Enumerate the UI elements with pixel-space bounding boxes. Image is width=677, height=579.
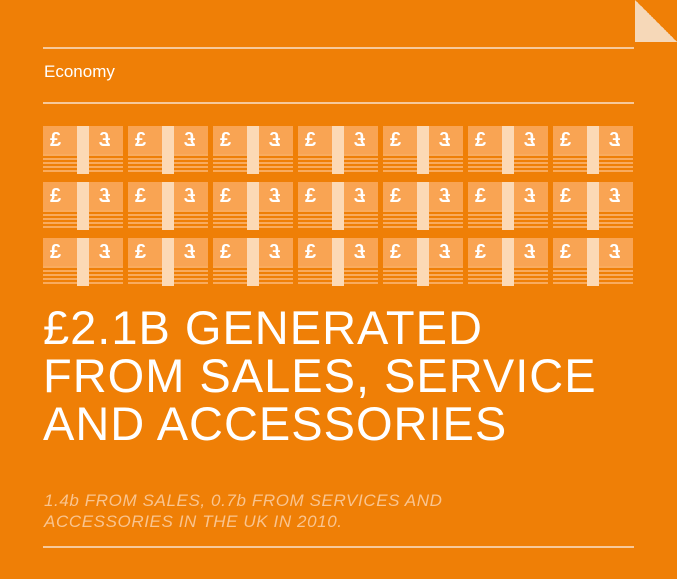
pound-sign-icon: £	[305, 185, 317, 207]
banknote-icon: £ £	[298, 238, 378, 286]
banknote-icon: £ £	[128, 126, 208, 174]
section-label: Economy	[44, 62, 115, 81]
pound-sign-icon: £	[305, 129, 317, 151]
pound-sign-icon: £	[560, 185, 572, 207]
banknote-icon: £ £	[213, 126, 293, 174]
banknote-band	[502, 182, 514, 230]
pound-sign-icon: £	[439, 129, 451, 151]
pound-sign-icon: £	[184, 129, 196, 151]
pound-sign-icon: £	[475, 241, 487, 263]
subtext-line-1: 1.4b FROM SALES, 0.7b FROM SERVICES AND	[44, 491, 443, 510]
banknote-band	[502, 238, 514, 286]
pound-sign-icon: £	[524, 185, 536, 207]
pound-sign-icon: £	[560, 129, 572, 151]
banknote-band	[332, 238, 344, 286]
banknote-band	[247, 182, 259, 230]
banknote-band	[417, 238, 429, 286]
top-divider	[43, 47, 634, 49]
pound-sign-icon: £	[439, 185, 451, 207]
pound-sign-icon: £	[475, 129, 487, 151]
banknote-icon: £ £	[298, 182, 378, 230]
pound-sign-icon: £	[390, 129, 402, 151]
banknote-band	[77, 238, 89, 286]
pound-sign-icon: £	[135, 241, 147, 263]
banknote-icon: £ £	[383, 182, 463, 230]
banknote-band	[587, 182, 599, 230]
headline-line-2: FROM SALES, SERVICE	[43, 349, 597, 402]
banknote-icon: £ £	[383, 238, 463, 286]
banknote-icon: £ £	[128, 182, 208, 230]
banknote-band	[417, 182, 429, 230]
banknote-icon: £ £	[128, 238, 208, 286]
pound-sign-icon: £	[524, 241, 536, 263]
headline-line-3: AND ACCESSORIES	[43, 397, 508, 450]
banknote-icon: £ £	[43, 238, 123, 286]
subtext-line-2: ACCESSORIES IN THE UK IN 2010.	[44, 512, 343, 531]
banknote-band	[502, 126, 514, 174]
pound-sign-icon: £	[390, 241, 402, 263]
pound-sign-icon: £	[220, 185, 232, 207]
headline-line-1: £2.1b GENERATED	[43, 301, 483, 354]
pound-sign-icon: £	[609, 129, 621, 151]
pound-sign-icon: £	[609, 185, 621, 207]
banknote-band	[587, 126, 599, 174]
pound-sign-icon: £	[50, 185, 62, 207]
page-curl-corner	[635, 0, 677, 42]
banknote-icon: £ £	[213, 238, 293, 286]
banknote-icon: £ £	[553, 182, 633, 230]
banknote-icon: £ £	[213, 182, 293, 230]
pound-sign-icon: £	[269, 185, 281, 207]
banknote-icon: £ £	[468, 182, 548, 230]
banknote-icon: £ £	[298, 126, 378, 174]
banknote-band	[162, 238, 174, 286]
banknote-grid: £ £ £ £ £ £ £ £ £ £ £ £ £ £ £ £ £ £ £ £ £ £ £ £ £ £ £ £ £ £ £ £ £ £ £ £ £ £ £ £…	[43, 126, 635, 286]
pound-sign-icon: £	[609, 241, 621, 263]
pound-sign-icon: £	[184, 185, 196, 207]
banknote-band	[77, 182, 89, 230]
section-divider	[43, 102, 634, 104]
pound-sign-icon: £	[220, 241, 232, 263]
pound-sign-icon: £	[354, 241, 366, 263]
pound-sign-icon: £	[560, 241, 572, 263]
pound-sign-icon: £	[305, 241, 317, 263]
pound-sign-icon: £	[99, 129, 111, 151]
pound-sign-icon: £	[220, 129, 232, 151]
banknote-band	[417, 126, 429, 174]
banknote-icon: £ £	[553, 238, 633, 286]
banknote-band	[587, 238, 599, 286]
banknote-band	[332, 182, 344, 230]
banknote-band	[77, 126, 89, 174]
banknote-band	[247, 126, 259, 174]
pound-sign-icon: £	[50, 241, 62, 263]
headline: £2.1b GENERATED FROM SALES, SERVICE AND …	[43, 304, 643, 448]
pound-sign-icon: £	[269, 241, 281, 263]
banknote-icon: £ £	[468, 126, 548, 174]
banknote-band	[247, 238, 259, 286]
pound-sign-icon: £	[475, 185, 487, 207]
banknote-band	[332, 126, 344, 174]
banknote-icon: £ £	[43, 182, 123, 230]
pound-sign-icon: £	[269, 129, 281, 151]
banknote-icon: £ £	[43, 126, 123, 174]
subtext: 1.4b FROM SALES, 0.7b FROM SERVICES AND …	[44, 490, 604, 532]
bottom-divider	[43, 546, 634, 548]
pound-sign-icon: £	[135, 129, 147, 151]
pound-sign-icon: £	[390, 185, 402, 207]
pound-sign-icon: £	[354, 129, 366, 151]
pound-sign-icon: £	[135, 185, 147, 207]
banknote-icon: £ £	[383, 126, 463, 174]
banknote-icon: £ £	[553, 126, 633, 174]
banknote-band	[162, 182, 174, 230]
banknote-icon: £ £	[468, 238, 548, 286]
pound-sign-icon: £	[99, 241, 111, 263]
pound-sign-icon: £	[50, 129, 62, 151]
pound-sign-icon: £	[439, 241, 451, 263]
pound-sign-icon: £	[524, 129, 536, 151]
pound-sign-icon: £	[184, 241, 196, 263]
banknote-band	[162, 126, 174, 174]
pound-sign-icon: £	[99, 185, 111, 207]
pound-sign-icon: £	[354, 185, 366, 207]
